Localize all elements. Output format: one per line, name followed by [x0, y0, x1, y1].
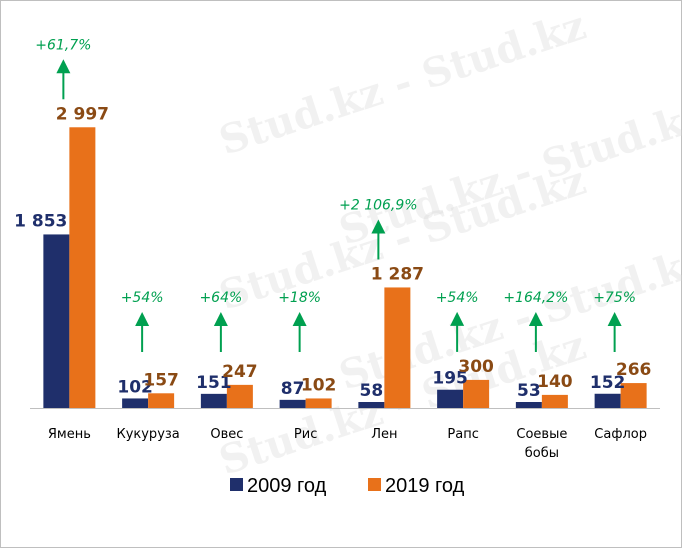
growth-arrow-head — [607, 312, 622, 326]
growth-label: +64% — [199, 290, 242, 306]
legend-swatch — [230, 478, 243, 491]
data-label-2009: 53 — [517, 381, 541, 401]
data-label-2019: 247 — [222, 362, 258, 382]
legend-label: 2009 год — [247, 475, 327, 497]
legend-label: 2019 год — [385, 475, 465, 497]
growth-label: +2 106,9% — [339, 197, 417, 213]
bar-2019 — [226, 384, 253, 408]
data-label-2009: 152 — [590, 373, 626, 393]
growth-arrow-head — [56, 59, 71, 74]
category-label: Сафлор — [594, 427, 647, 442]
data-label-2019: 1 287 — [371, 264, 424, 284]
bar-2019 — [69, 127, 96, 408]
growth-arrow-head — [213, 312, 228, 326]
category-label: Лен — [371, 427, 397, 442]
bar-2009 — [437, 389, 464, 408]
growth-arrow-head — [135, 312, 150, 326]
bar-2019 — [541, 394, 568, 408]
bar-2009 — [358, 402, 385, 408]
bar-2019 — [384, 287, 411, 408]
category-label: Рис — [294, 427, 317, 442]
growth-arrow-head — [528, 312, 543, 326]
growth-label: +18% — [278, 290, 321, 306]
bar-2009 — [279, 399, 306, 408]
legend-swatch — [368, 478, 381, 491]
data-label-2019: 102 — [301, 375, 337, 395]
category-label: Соевые бобы — [516, 427, 567, 461]
data-label-2009: 87 — [281, 379, 305, 399]
bar-2019 — [305, 398, 332, 408]
category-label: Рапс — [447, 427, 478, 442]
data-label-2019: 140 — [537, 372, 573, 392]
data-label-2009: 1 853 — [14, 211, 67, 231]
bar-2009 — [122, 398, 149, 408]
growth-arrow-head — [371, 219, 386, 234]
growth-arrow-head — [450, 311, 465, 326]
data-label-2009: 58 — [360, 381, 384, 401]
data-label-2009: 195 — [432, 369, 468, 389]
data-label-2009: 151 — [196, 373, 232, 393]
data-label-2019: 300 — [458, 357, 494, 377]
bar-2009 — [594, 393, 621, 408]
growth-label: +164,2% — [503, 290, 568, 306]
bar-2009 — [515, 402, 542, 408]
bar-2009 — [43, 234, 70, 408]
watermark-text: Stud.kz - Stud.kz — [214, 2, 592, 165]
data-label-2019: 2 997 — [56, 104, 109, 124]
data-label-2009: 102 — [117, 377, 153, 397]
bar-2019 — [148, 393, 175, 408]
data-label-2019: 266 — [616, 360, 652, 380]
growth-label: +54% — [436, 290, 479, 306]
growth-label: +54% — [121, 290, 164, 306]
growth-arrow-head — [292, 312, 307, 326]
data-label-2019: 157 — [143, 370, 179, 390]
category-label: Кукуруза — [116, 427, 179, 442]
bar-2019 — [620, 383, 647, 408]
category-label: Овес — [210, 427, 243, 442]
bar-2009 — [200, 393, 227, 408]
growth-label: +61,7% — [35, 37, 91, 53]
category-label: Ямень — [48, 427, 91, 442]
bar-2019 — [463, 379, 490, 408]
growth-label: +75% — [593, 290, 636, 306]
